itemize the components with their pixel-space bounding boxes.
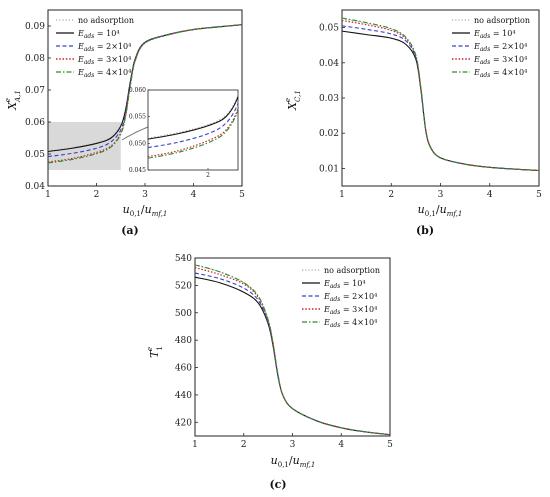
panel-c: 1 2 3 4 5 420 440 460 480 500 520 540 no adsorption…	[146, 254, 393, 491]
panel-b-legend-label-0: no adsorption	[474, 16, 530, 25]
panel-b-legend: no adsorption Eads = 10⁴ Eads = 2×10⁴ Eads …	[452, 16, 530, 79]
panel-a-inset-ytick-label-0: 0.045	[129, 167, 146, 174]
panel-a-legend-label-1: Eads = 10⁴	[77, 29, 120, 40]
panel-a-inset: 2 0.045 0.050 0.055 0.060	[129, 87, 239, 179]
panel-b-ytick-label-1: 0.02	[319, 129, 339, 139]
panel-c-legend-label-1: Eads = 10⁴	[323, 279, 366, 290]
panel-c-ytick-label-3: 480	[175, 336, 192, 346]
panel-a-legend-label-0: no adsorption	[78, 16, 134, 25]
panel-c-ytick-label-0: 420	[175, 418, 192, 428]
panel-a-legend-label-2: Eads = 2×10⁴	[77, 42, 131, 53]
panel-a-inset-series-line-3	[148, 106, 238, 158]
panel-a-inset-connector	[121, 126, 149, 141]
panel-b-xtick-label-0: 1	[339, 190, 345, 200]
panel-c-xtick-label-4: 5	[387, 440, 393, 450]
panel-c-xtick-label-3: 4	[338, 440, 344, 450]
panel-b-ylabel: XC,1e	[284, 90, 302, 111]
panel-a-series-line-4	[47, 24, 243, 164]
panel-a-legend-label-3: Eads = 3×10⁴	[77, 55, 131, 66]
panel-a-xtick-label-0: 1	[45, 190, 51, 200]
panel-b-legend-label-4: Eads = 4×10⁴	[473, 68, 527, 79]
panel-b-xtick-label-2: 3	[438, 190, 444, 200]
panel-c-xtick-label-0: 1	[192, 440, 198, 450]
panel-b-ytick-label-3: 0.04	[319, 59, 339, 69]
panel-c-legend-label-2: Eads = 2×10⁴	[323, 292, 377, 303]
panel-b-xtick-label-1: 2	[388, 190, 394, 200]
panel-a-inset-series-line-2	[148, 101, 238, 149]
panel-a-inset-series-line-1	[148, 95, 238, 140]
panel-a-ytick-label-3: 0.07	[25, 86, 45, 96]
panel-a-legend-label-4: Eads = 4×10⁴	[77, 68, 131, 79]
panel-a-ytick-label-4: 0.08	[25, 54, 45, 64]
panel-a-xtick-label-4: 5	[239, 190, 245, 200]
panel-a-legend: no adsorption Eads = 10⁴ Eads = 2×10⁴ Eads …	[56, 16, 134, 79]
panel-b-legend-label-2: Eads = 2×10⁴	[473, 42, 527, 53]
panel-a-ytick-label-1: 0.05	[25, 150, 45, 160]
panel-c-legend-label-4: Eads = 4×10⁴	[323, 318, 377, 329]
panel-a-series-line-3	[47, 24, 243, 163]
panel-b-xtick-label-3: 4	[487, 190, 493, 200]
panel-a-ytick-label-0: 0.04	[25, 182, 45, 192]
panel-c-xtick-label-1: 2	[241, 440, 247, 450]
panel-a-xtick-label-3: 4	[191, 190, 197, 200]
panel-c-xtick-label-2: 3	[290, 440, 296, 450]
panel-b-xtick-label-4: 5	[536, 190, 542, 200]
panel-a-caption: (a)	[121, 224, 139, 237]
panel-b-ytick-label-2: 0.03	[319, 94, 339, 104]
panel-c-legend: no adsorption Eads = 10⁴ Eads = 2×10⁴ Eads …	[302, 266, 380, 329]
panel-c-ytick-label-2: 460	[175, 364, 192, 374]
panel-a-ytick-label-2: 0.06	[25, 118, 45, 128]
panel-b-legend-label-1: Eads = 10⁴	[473, 29, 516, 40]
panel-a-xtick-label-1: 2	[94, 190, 100, 200]
panel-a: 1 2 3 4 5 0.04 0.05 0.06 0.07 0.08 0.09 2 0.045 0.05…	[4, 9, 245, 237]
panel-b-ytick-label-4: 0.05	[319, 24, 339, 34]
panel-a-inset-ytick-label-3: 0.060	[129, 87, 146, 94]
panel-c-xlabel: u0,1/umf,1	[271, 454, 316, 469]
panel-b-ytick-label-0: 0.01	[319, 164, 339, 174]
panel-a-xtick-label-2: 3	[142, 190, 148, 200]
panel-c-legend-label-0: no adsorption	[324, 266, 380, 275]
panel-c-ytick-label-5: 520	[175, 281, 192, 291]
panel-c-ytick-label-6: 540	[175, 254, 192, 264]
panel-a-ylabel: XA,1e	[4, 90, 22, 111]
panel-b-legend-label-3: Eads = 3×10⁴	[473, 55, 527, 66]
panel-a-ytick-label-5: 0.09	[25, 22, 45, 32]
panel-b-series-line-1	[341, 30, 540, 172]
panel-a-inset-series-line-0	[148, 93, 238, 139]
panel-b-series-line-4	[341, 17, 540, 172]
panel-c-legend-label-3: Eads = 3×10⁴	[323, 305, 377, 316]
panel-a-xlabel: u0,1/umf,1	[123, 203, 168, 218]
panel-c-ytick-label-4: 500	[175, 309, 192, 319]
panel-b-caption: (b)	[416, 224, 434, 237]
panel-b-xlabel: u0,1/umf,1	[418, 203, 463, 218]
panel-c-series-line-4	[194, 264, 391, 436]
panel-c-caption: (c)	[269, 478, 286, 491]
panel-a-inset-series-line-4	[148, 108, 238, 159]
panel-a-inset-ytick-label-2: 0.055	[129, 114, 146, 121]
panel-c-ytick-label-1: 440	[175, 391, 192, 401]
panel-a-inset-xtick-label-0: 2	[206, 172, 210, 179]
panel-b-series-line-3	[341, 19, 540, 172]
panel-c-ylabel: T1e	[146, 346, 164, 358]
panel-a-inset-ytick-label-1: 0.050	[129, 140, 146, 147]
panel-b: 1 2 3 4 5 0.01 0.02 0.03 0.04 0.05 no adsorption E…	[284, 9, 542, 237]
